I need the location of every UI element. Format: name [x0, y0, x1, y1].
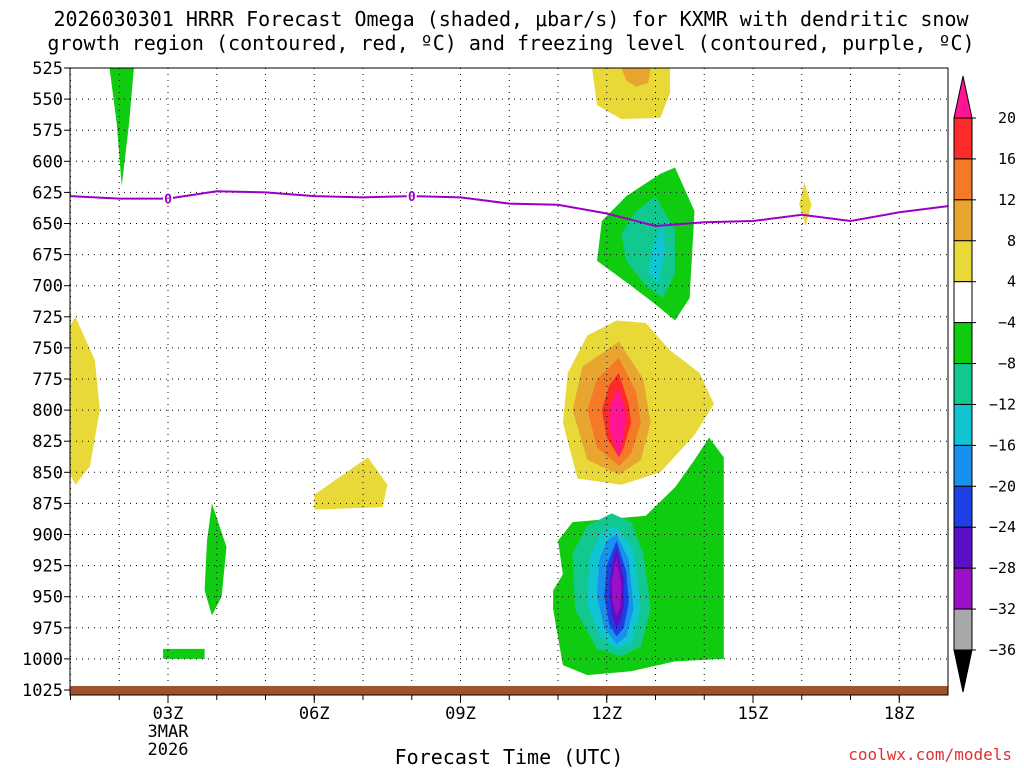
y-tick-label: 550 — [32, 90, 63, 110]
colorbar-label: 8 — [1007, 232, 1016, 250]
x-tick-label: 03Z — [153, 704, 184, 724]
colorbar-label: −20 — [989, 477, 1016, 495]
colorbar-label: −12 — [989, 395, 1016, 413]
y-tick-label: 1000 — [22, 650, 63, 670]
omega-region-upward-motion-1330z-mid-inner — [648, 223, 666, 284]
colorbar-box — [953, 608, 973, 651]
colorbar-box — [953, 526, 973, 569]
y-tick-label: 675 — [32, 246, 63, 266]
x-year-label: 2026 — [148, 740, 189, 760]
y-tick-label: 1025 — [22, 681, 63, 701]
y-tick-label: 750 — [32, 339, 63, 359]
terrain-layer — [70, 686, 948, 695]
omega-shading-layer — [70, 68, 812, 676]
x-tick-label: 12Z — [591, 704, 622, 724]
y-tick-label: 575 — [32, 121, 63, 141]
colorbar-box — [953, 240, 973, 283]
colorbar-label: −36 — [989, 641, 1016, 659]
chart-title-line1: 2026030301 HRRR Forecast Omega (shaded, … — [53, 7, 969, 31]
colorbar-label: 4 — [1007, 273, 1016, 291]
x-tick-label: 06Z — [299, 704, 330, 724]
colorbar-box — [953, 117, 973, 160]
y-tick-label: 650 — [32, 215, 63, 235]
colorbar-box — [953, 158, 973, 201]
y-tick-label: 600 — [32, 152, 63, 172]
x-tick-label: 15Z — [738, 704, 769, 724]
y-tick-label: 775 — [32, 370, 63, 390]
colorbar-label: 12 — [998, 191, 1016, 209]
credit-text: coolwx.com/models — [848, 745, 1012, 764]
colorbar-label: 16 — [998, 150, 1016, 168]
colorbar-label: −32 — [989, 600, 1016, 618]
y-tick-label: 850 — [32, 463, 63, 483]
y-tick-label: 950 — [32, 588, 63, 608]
omega-region-sinking-0700z — [314, 457, 388, 510]
omega-region-sinking-1300z-max — [609, 387, 627, 458]
colorbar-top-arrow — [953, 75, 973, 119]
omega-region-sinking-1330z-aloft — [592, 68, 671, 119]
x-tick-label: 18Z — [884, 704, 915, 724]
colorbar-label: −4 — [998, 314, 1016, 332]
plot-area — [70, 68, 948, 695]
chart-title-line2: growth region (contoured, red, ºC) and f… — [47, 31, 974, 55]
y-tick-label: 925 — [32, 557, 63, 577]
x-date-label: 3MAR — [148, 722, 190, 742]
y-tick-label: 800 — [32, 401, 63, 421]
freezing-level-line — [70, 190, 948, 228]
grid-layer — [70, 68, 948, 690]
colorbar-label: 20 — [998, 109, 1016, 127]
omega-region-sinking-1330z-aloft-core — [621, 68, 651, 87]
freezing-label-bg — [406, 189, 417, 203]
colorbar-bottom-arrow — [953, 649, 973, 693]
x-axis-label: Forecast Time (UTC) — [395, 745, 624, 768]
omega-region-sinking-0130z — [70, 316, 100, 485]
y-tick-label: 875 — [32, 494, 63, 514]
colorbar-label: −24 — [989, 518, 1016, 536]
y-tick-label: 625 — [32, 183, 63, 203]
colorbar-box — [953, 403, 973, 446]
colorbar-box — [953, 567, 973, 610]
colorbar-box — [953, 444, 973, 487]
y-axis: 525 550 575 600 625 650 675 700 725 750 775 800 825 8… — [22, 59, 70, 701]
x-tick-label: 09Z — [445, 704, 476, 724]
colorbar-box — [953, 199, 973, 242]
y-tick-label: 700 — [32, 277, 63, 297]
colorbar-label: −8 — [998, 355, 1016, 373]
freezing-level-label: 0 — [408, 190, 416, 205]
colorbar: 20 16 12 8 4 −4 −8 −12 −16 −20 −24 −28 −32 −36 — [953, 75, 1016, 693]
colorbar-box — [953, 281, 973, 324]
colorbar-box — [953, 485, 973, 528]
terrain-band — [70, 686, 948, 695]
y-tick-label: 525 — [32, 59, 63, 79]
colorbar-label: −28 — [989, 559, 1016, 577]
colorbar-box — [953, 363, 973, 405]
y-tick-label: 825 — [32, 432, 63, 452]
colorbar-box — [953, 322, 973, 365]
omega-region-upward-motion-0400z — [204, 503, 227, 616]
freezing-level-label: 0 — [164, 193, 172, 208]
omega-region-upward-motion-0300z-sfc — [163, 648, 205, 659]
y-tick-label: 900 — [32, 526, 63, 546]
omega-region-upward-motion-0030z — [109, 68, 134, 187]
colorbar-label: −16 — [989, 436, 1016, 454]
freezing-label-bg — [163, 191, 173, 205]
y-tick-label: 975 — [32, 619, 63, 639]
y-tick-label: 725 — [32, 308, 63, 328]
omega-region-upward-motion-1300z-low-max — [611, 556, 622, 616]
